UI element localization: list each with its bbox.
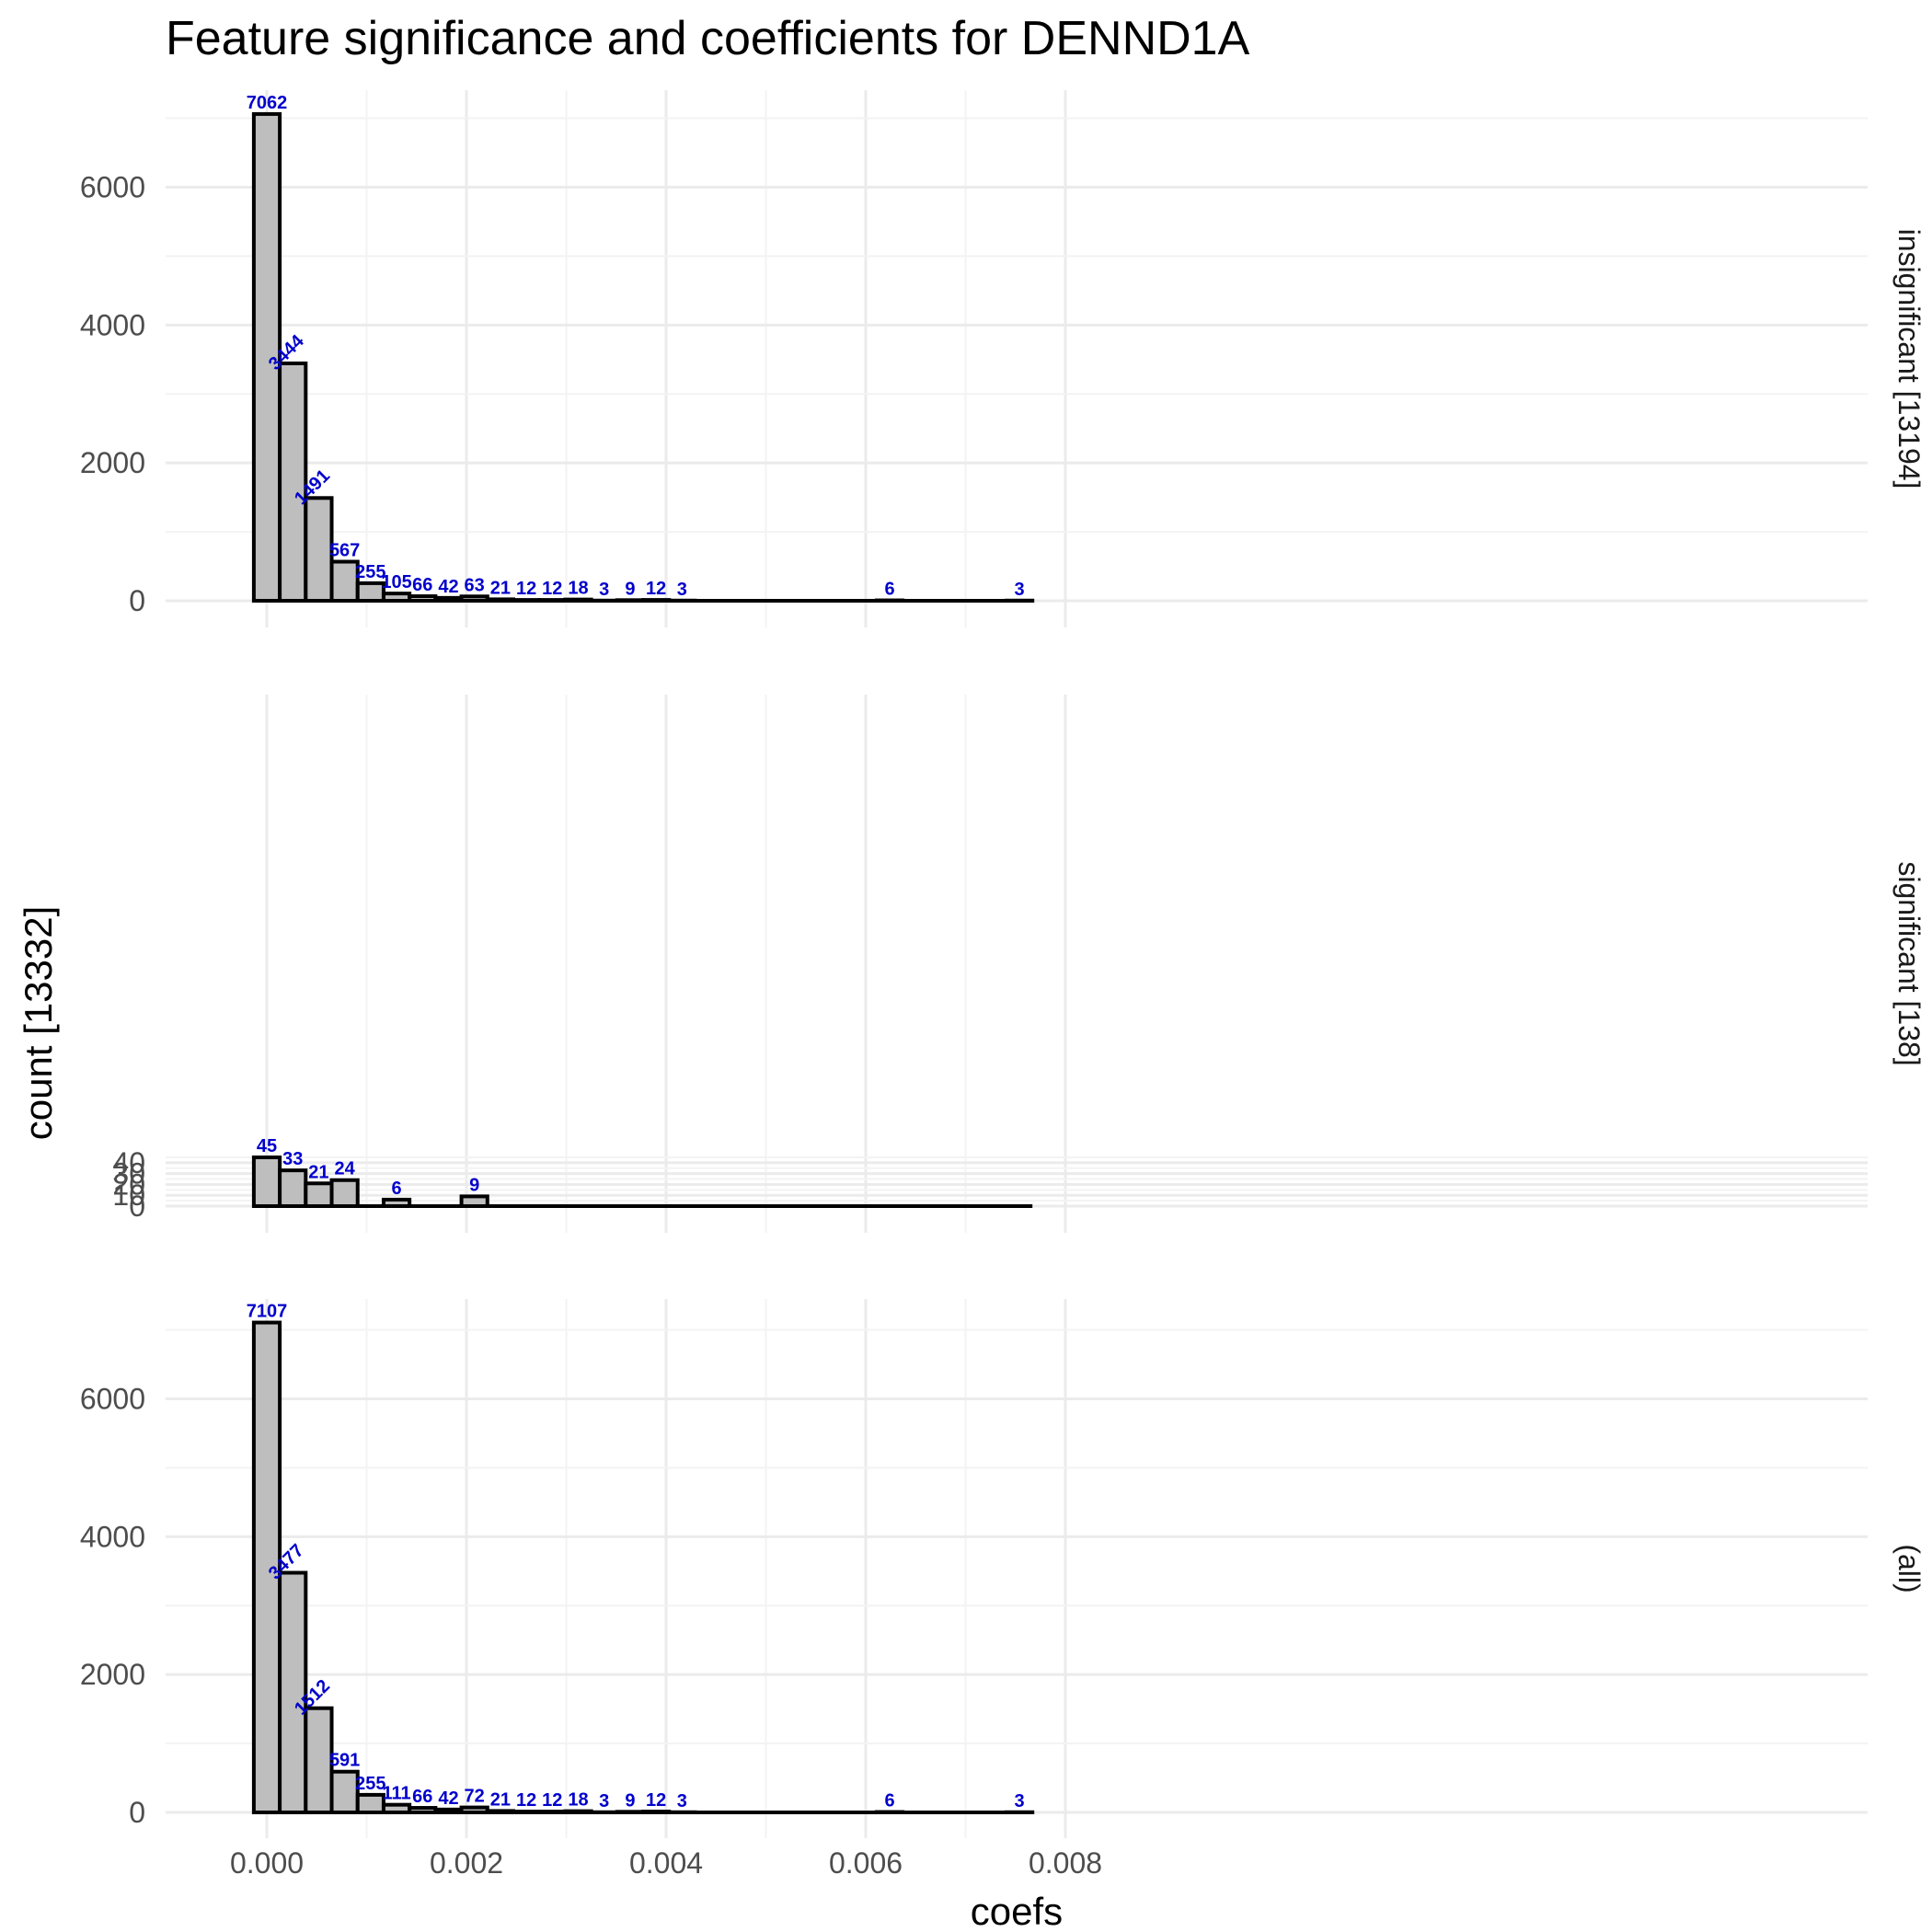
histogram-bar (329, 559, 360, 604)
bar-count-label: 42 (438, 1788, 458, 1809)
y-tick-label: 2000 (80, 1658, 145, 1691)
bar-count-label: 6 (884, 580, 894, 600)
bar-count-label: 21 (490, 1789, 511, 1810)
bar-count-label: 66 (412, 575, 432, 595)
bar-count-label: 12 (516, 579, 536, 599)
bar-count-label: 3 (599, 580, 609, 600)
y-tick-label: 30 (112, 1157, 145, 1190)
histogram-bar (278, 1168, 308, 1208)
x-tick-label: 0.000 (230, 1846, 304, 1880)
bar-count-label: 255 (355, 562, 385, 582)
y-tick-label: 6000 (80, 1382, 145, 1415)
bar-count-label: 21 (308, 1162, 328, 1182)
bar-count-label: 12 (646, 1790, 666, 1811)
histogram-bar (278, 361, 308, 603)
bar-count-label: 3 (677, 580, 687, 600)
bar-count-label: 42 (438, 577, 458, 597)
bar-count-label: 18 (568, 1790, 588, 1811)
bar-count-label: 12 (646, 579, 666, 599)
x-tick-label: 0.002 (430, 1846, 503, 1880)
x-tick-label: 0.004 (629, 1846, 703, 1880)
bar-count-label: 21 (490, 578, 511, 598)
histogram-bar (304, 1181, 334, 1208)
bar-count-label: 66 (412, 1787, 432, 1807)
bar-count-label: 45 (257, 1136, 277, 1156)
bar-count-label: 255 (355, 1774, 385, 1794)
bar-count-label: 111 (382, 1784, 410, 1804)
bar-count-label: 9 (469, 1175, 479, 1195)
bar-count-label: 9 (625, 1790, 635, 1811)
bar-count-label: 9 (625, 579, 635, 599)
bar-count-label: 7107 (247, 1302, 288, 1322)
bar-count-label: 7062 (247, 93, 288, 113)
bar-count-label: 6 (884, 1791, 894, 1811)
bar-count-label: 24 (335, 1159, 356, 1179)
histogram-bar (329, 1178, 360, 1208)
bar-count-label: 33 (282, 1149, 303, 1169)
y-tick-label: 6000 (80, 170, 145, 203)
y-tick-label: 0 (129, 1796, 145, 1829)
histogram-bar (251, 1156, 282, 1209)
bar-count-label: 567 (329, 541, 360, 561)
histogram-bar (304, 496, 334, 603)
bar-count-label: 3 (599, 1791, 609, 1811)
bar-count-label: 3 (677, 1791, 687, 1811)
bar-count-label: 18 (568, 579, 588, 599)
facet-strip-label: (all) (1892, 1544, 1926, 1593)
x-axis-title: coefs (971, 1890, 1063, 1932)
bar-count-label: 3 (1015, 1791, 1025, 1811)
y-axis-title: count [13332] (17, 906, 60, 1141)
bar-count-label: 63 (465, 575, 485, 595)
y-tick-label: 40 (112, 1146, 145, 1179)
y-tick-label: 0 (129, 1190, 145, 1223)
bar-count-label: 105 (381, 572, 411, 592)
y-tick-label: 4000 (80, 308, 145, 341)
y-tick-label: 10 (112, 1179, 145, 1212)
x-tick-label: 0.006 (829, 1846, 903, 1880)
y-tick-label: 2000 (80, 446, 145, 479)
histogram-bar (278, 1570, 308, 1814)
chart-title: Feature significance and coefficients fo… (166, 12, 1250, 65)
histogram-bar (355, 581, 385, 603)
bar-count-label: 12 (542, 1790, 562, 1811)
bar-count-label: 3 (1015, 580, 1025, 600)
bar-count-label: 6 (391, 1179, 401, 1199)
bar-count-label: 12 (542, 579, 562, 599)
facet-strip-label: significant [138] (1892, 861, 1926, 1065)
histogram-bar (304, 1706, 334, 1814)
x-axis-ticks: 0.000 0.002 0.004 0.006 0.008 (230, 1846, 1102, 1880)
y-tick-label: 4000 (80, 1520, 145, 1553)
x-tick-label: 0.008 (1029, 1846, 1102, 1880)
facet-strip-label: insignificant [13194] (1892, 229, 1926, 489)
bar-count-label: 12 (516, 1790, 536, 1811)
histogram-bar (355, 1792, 385, 1814)
bar-count-label: 72 (465, 1787, 485, 1807)
y-tick-label: 0 (129, 584, 145, 617)
histogram-bar (329, 1769, 360, 1815)
bar-count-label: 591 (329, 1751, 360, 1771)
y-tick-label: 20 (112, 1167, 145, 1201)
